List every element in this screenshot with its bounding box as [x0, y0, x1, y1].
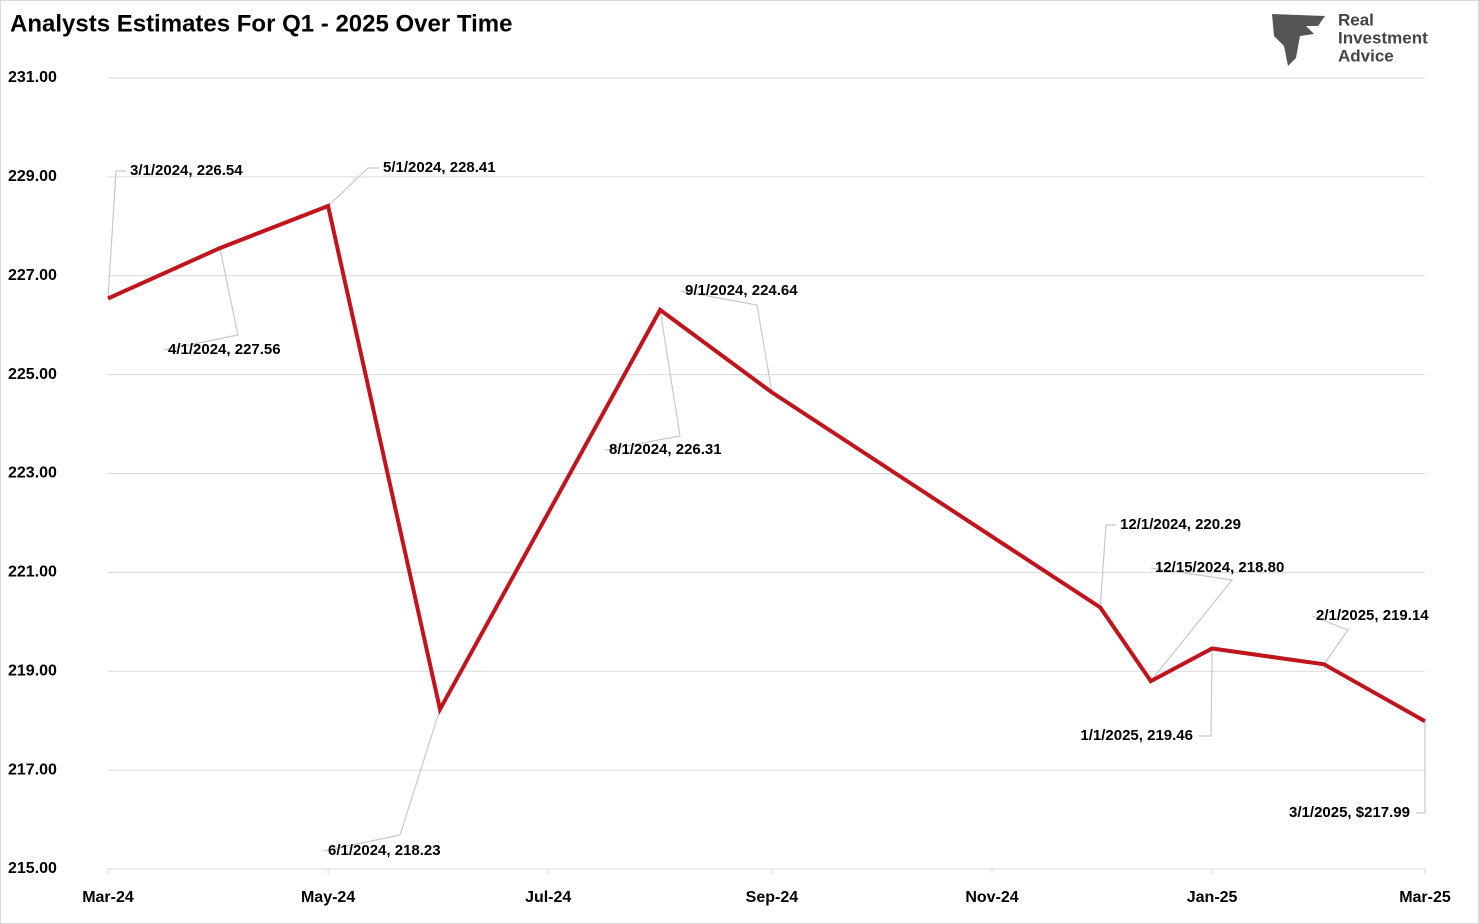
- leader-line: [1099, 524, 1116, 608]
- data-line: [107, 203, 1426, 723]
- y-tick-label: 229.00: [8, 168, 57, 185]
- y-tick-label: 219.00: [8, 662, 57, 679]
- leader-line: [327, 167, 379, 207]
- leader-line: [323, 709, 441, 852]
- logo-text: Advice: [1338, 46, 1394, 65]
- y-tick-label: 231.00: [8, 69, 57, 86]
- data-label: 12/1/2024, 220.29: [1120, 516, 1241, 533]
- x-tick-label: Mar-24: [82, 889, 134, 906]
- y-tick-label: 223.00: [8, 465, 57, 482]
- leader-line: [604, 309, 681, 451]
- leader-line: [1150, 567, 1234, 682]
- leader-line: [107, 170, 126, 299]
- data-label: 4/1/2024, 227.56: [168, 341, 281, 358]
- y-tick-label: 217.00: [8, 761, 57, 778]
- x-tick-label: Nov-24: [965, 889, 1018, 906]
- data-label: 2/1/2025, 219.14: [1316, 607, 1429, 624]
- data-label: 12/15/2024, 218.80: [1155, 559, 1284, 576]
- leader-line: [1416, 721, 1426, 814]
- leader-line: [163, 247, 239, 351]
- leader-line: [1199, 648, 1213, 737]
- chart-title: Analysts Estimates For Q1 - 2025 Over Ti…: [10, 10, 512, 37]
- data-label: 1/1/2025, 219.46: [1080, 727, 1193, 744]
- x-tick-label: Jul-24: [525, 889, 571, 906]
- logo: Real Investment Advice: [1272, 10, 1428, 66]
- data-label: 5/1/2024, 228.41: [383, 159, 496, 176]
- x-tick-label: May-24: [301, 889, 355, 906]
- y-tick-label: 225.00: [8, 366, 57, 383]
- data-label: 3/1/2024, 226.54: [130, 162, 243, 179]
- leader-line: [680, 290, 773, 393]
- leader-line: [1311, 615, 1349, 665]
- logo-icon: [1272, 14, 1325, 66]
- x-tick-label: Sep-24: [746, 889, 799, 906]
- logo-text: Real: [1338, 10, 1374, 29]
- x-tick-label: Jan-25: [1187, 889, 1238, 906]
- data-label: 8/1/2024, 226.31: [609, 441, 722, 458]
- y-tick-label: 227.00: [8, 267, 57, 284]
- x-tick-label: Mar-25: [1399, 889, 1451, 906]
- y-tick-label: 215.00: [8, 860, 57, 877]
- data-label: 6/1/2024, 218.23: [328, 842, 441, 859]
- logo-text: Investment: [1338, 28, 1428, 47]
- y-tick-label: 221.00: [8, 564, 57, 581]
- data-label: 3/1/2025, $217.99: [1289, 804, 1410, 821]
- data-label: 9/1/2024, 224.64: [685, 282, 798, 299]
